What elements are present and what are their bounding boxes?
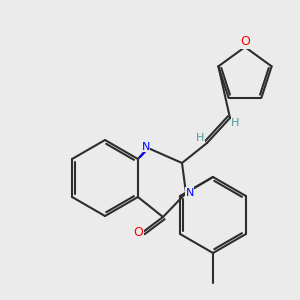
Text: N: N (141, 142, 150, 152)
Text: N: N (185, 188, 194, 198)
Text: O: O (134, 226, 143, 238)
Text: H: H (231, 118, 240, 128)
Text: H: H (196, 133, 205, 142)
Text: O: O (240, 35, 250, 48)
